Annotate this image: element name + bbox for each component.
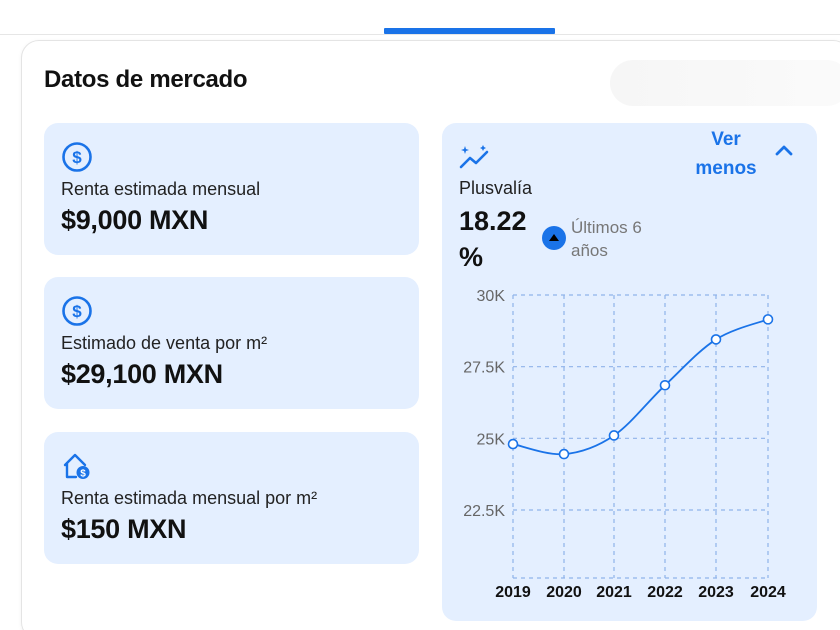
metric-card-rent-per-m2: $ Renta estimada mensual por m² $150 MXN xyxy=(44,432,419,564)
dollar-circle-icon: $ xyxy=(62,142,92,172)
show-less-button[interactable]: Ver menos xyxy=(688,125,798,181)
series-line xyxy=(512,318,769,456)
metric-label: Renta estimada mensual por m² xyxy=(61,488,318,508)
sparkle-trend-icon xyxy=(459,145,489,169)
y-tick-label: 22.5K xyxy=(463,503,505,520)
metric-card-monthly-rent: $ Renta estimada mensual $9,000 MXN xyxy=(44,123,419,255)
show-less-label: Ver menos xyxy=(695,129,757,179)
y-tick-label: 25K xyxy=(477,431,506,448)
x-tick-label: 2022 xyxy=(647,584,683,601)
y-tick-label: 30K xyxy=(477,288,506,305)
dollar-circle-icon: $ xyxy=(62,296,92,326)
chevron-up-icon xyxy=(775,145,793,156)
top-divider xyxy=(0,34,840,35)
metric-label: Estimado de venta por m² xyxy=(61,333,268,353)
x-tick-label: 2019 xyxy=(495,584,531,601)
data-point xyxy=(659,380,671,391)
period-label: Últimos 6 años xyxy=(571,218,642,260)
svg-text:$: $ xyxy=(72,148,82,167)
metric-value: $29,100 MXN xyxy=(61,359,223,389)
section-title: Datos de mercado xyxy=(44,66,248,93)
plusvalia-card xyxy=(442,123,817,621)
metric-value: $150 MXN xyxy=(61,514,187,544)
x-tick-label: 2024 xyxy=(750,584,786,601)
data-point xyxy=(762,314,774,325)
faded-button xyxy=(610,60,840,106)
triangle-up-icon xyxy=(542,226,566,250)
data-point xyxy=(558,448,570,460)
metric-label: Renta estimada mensual xyxy=(61,179,261,199)
metric-card-sale-per-m2: $ Estimado de venta por m² $29,100 MXN xyxy=(44,277,419,409)
data-point xyxy=(608,430,620,441)
svg-text:$: $ xyxy=(72,302,82,321)
house-dollar-icon: $ xyxy=(63,453,90,480)
plusvalia-value: 18.22 % xyxy=(459,206,527,272)
x-tick-label: 2021 xyxy=(596,584,632,601)
y-tick-label: 27.5K xyxy=(463,360,505,377)
svg-text:$: $ xyxy=(80,469,86,480)
data-point xyxy=(507,438,519,450)
metric-value: $9,000 MXN xyxy=(61,205,209,235)
plusvalia-line-chart: 30K 27.5K 25K 22.5K 2019 2020 2021 2022 2023 2024 xyxy=(463,288,786,601)
data-point xyxy=(710,334,722,345)
x-tick-label: 2023 xyxy=(698,584,734,601)
active-tab-indicator xyxy=(384,28,555,34)
plusvalia-label: Plusvalía xyxy=(459,178,533,198)
x-tick-label: 2020 xyxy=(546,584,582,601)
